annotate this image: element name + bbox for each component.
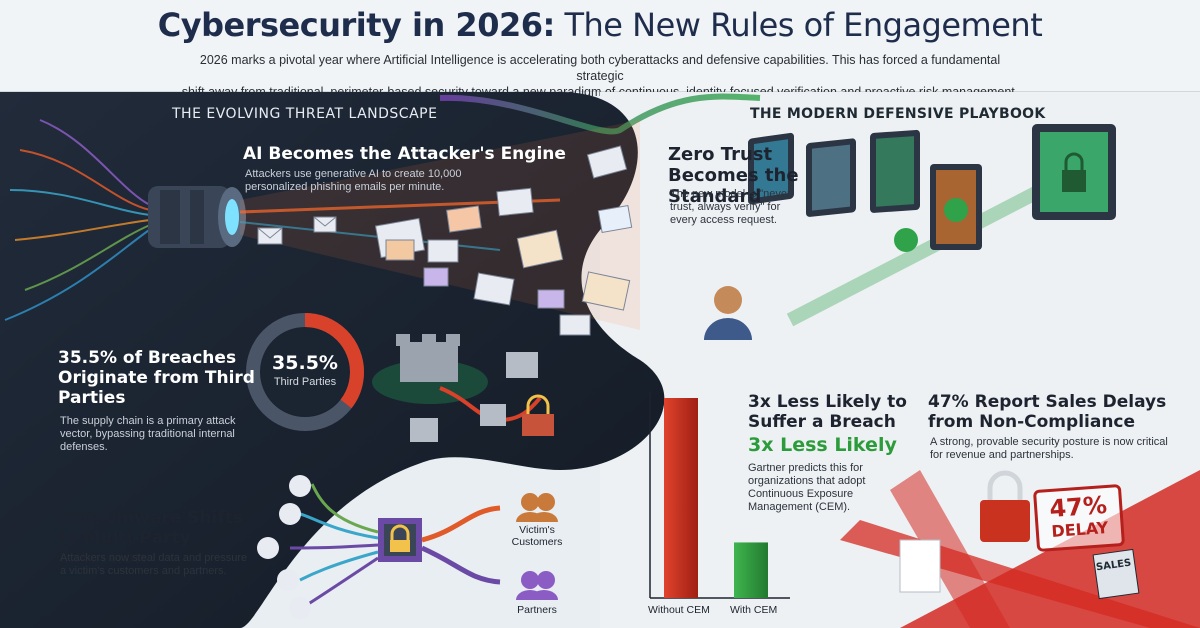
supply-chain-heading: 35.5% of Breaches Originate from Third P… — [58, 348, 255, 408]
supply-chain-graphic — [372, 334, 554, 442]
ransomware-body: Attackers now steal data and pressure a … — [60, 552, 248, 577]
ai-cables — [4, 119, 153, 321]
third-party-donut — [246, 313, 364, 431]
ai-engine-heading: AI Becomes the Attacker's Engine — [243, 144, 566, 164]
cem-heading: 3x Less Likely to Suffer a Breach — [748, 392, 907, 432]
delay-word: DELAY — [1050, 518, 1109, 541]
cem-highlight: 3x Less Likely — [748, 434, 897, 456]
bar-label-without-cem: Without CEM — [648, 604, 710, 616]
compliance-body: A strong, provable security posture is n… — [930, 436, 1168, 461]
ransomware-graphic — [257, 475, 558, 619]
zero-trust-body: The new model is "never trust, always ve… — [670, 188, 791, 226]
phishing-envelopes — [257, 145, 633, 336]
delay-stamp: 47% DELAY — [1032, 484, 1126, 552]
donut-label: 35.5% Third Parties — [255, 352, 355, 389]
page-title: Cybersecurity in 2026: The New Rules of … — [157, 6, 1043, 44]
donut-caption: Third Parties — [273, 376, 337, 388]
supply-chain-body: The supply chain is a primary attack vec… — [60, 415, 236, 453]
defense-section-title: THE MODERN DEFENSIVE PLAYBOOK — [750, 106, 1046, 122]
zero-trust-graphic — [704, 124, 1116, 340]
donut-value: 35.5% — [272, 352, 338, 374]
threat-section-title: THE EVOLVING THREAT LANDSCAPE — [172, 106, 438, 122]
partners-label: Partners — [517, 604, 557, 616]
victims-customers-label: Victim's Customers — [511, 524, 563, 548]
ransomware-heading: Ransomware Shifts to Multi-Party Extorti… — [58, 508, 243, 568]
bar-without-cem — [664, 398, 698, 598]
compliance-graphic — [840, 470, 1200, 628]
compliance-heading: 47% Report Sales Delays from Non-Complia… — [928, 392, 1167, 432]
ai-engine-body: Attackers use generative AI to create 10… — [245, 168, 462, 193]
engine-cylinder — [148, 186, 246, 248]
bar-label-with-cem: With CEM — [730, 604, 778, 616]
zero-trust-heading: Zero Trust Becomes the Standard — [668, 144, 799, 207]
bar-with-cem — [734, 542, 768, 598]
cem-body: Gartner predicts this for organizations … — [748, 462, 866, 513]
